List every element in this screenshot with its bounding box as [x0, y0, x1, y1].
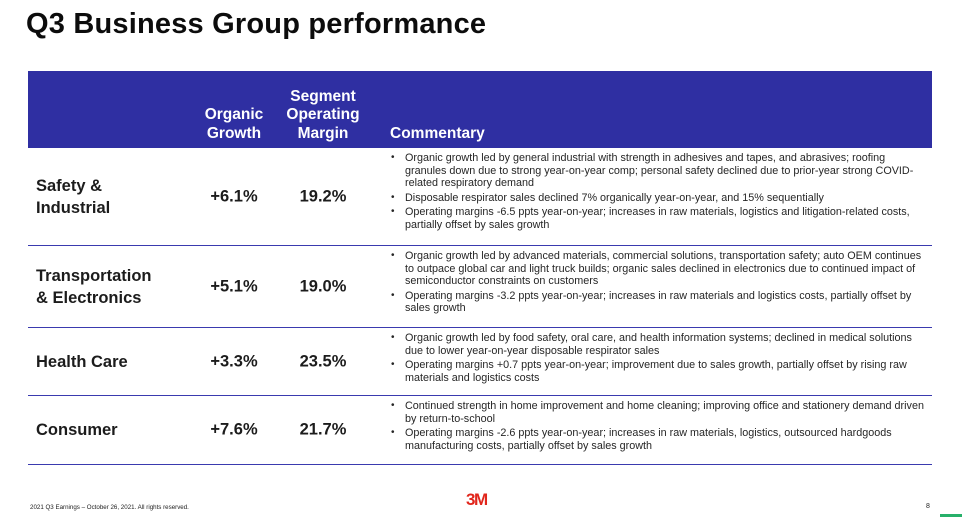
commentary-bullet: • Organic growth led by general industria…	[390, 152, 928, 190]
footer-text: 2021 Q3 Earnings – October 26, 2021. All…	[30, 504, 189, 511]
commentary-bullet: • Operating margins -6.5 ppts year-on-yea…	[390, 206, 928, 231]
commentary-bullet: • Operating margins -2.6 ppts year-on-yea…	[390, 427, 928, 452]
bullet-dot-icon: •	[391, 152, 395, 163]
header-commentary: Commentary	[390, 124, 485, 142]
segment-name: Health Care	[36, 352, 128, 371]
commentary-list: • Organic growth led by advanced material…	[390, 250, 928, 317]
organic-growth-value: +6.1%	[210, 187, 258, 205]
3m-logo: 3M	[466, 490, 488, 509]
organic-growth-value: +7.6%	[210, 420, 258, 439]
commentary-bullet: • Disposable respirator sales declined 7%…	[390, 192, 928, 205]
table-row: Transportation & Electronics +5.1% 19.0% …	[28, 246, 932, 328]
operating-margin-value: 23.5%	[299, 352, 347, 370]
bullet-dot-icon: •	[391, 427, 395, 439]
bullet-text: Disposable respirator sales declined 7% …	[405, 191, 824, 204]
bullet-text: Operating margins -6.5 ppts year-on-year…	[405, 206, 910, 231]
commentary-bullet: • Operating margins +0.7 ppts year-on-yea…	[390, 359, 928, 384]
bullet-text: Organic growth led by advanced materials…	[405, 250, 922, 288]
accent-bar	[940, 514, 962, 517]
bullet-text: Continued strength in home improvement a…	[405, 400, 924, 425]
header-segment-operating-margin: Segment Operating Margin	[286, 87, 360, 142]
performance-table: Organic Growth Segment Operating Margin Com…	[28, 71, 932, 465]
organic-growth-value: +5.1%	[210, 277, 258, 295]
table-row: Health Care +3.3% 23.5% • Organic growth …	[28, 328, 932, 396]
bullet-dot-icon: •	[391, 250, 395, 261]
table-row: Safety & Industrial +6.1% 19.2% • Organic …	[28, 148, 932, 246]
segment-name: Safety & Industrial	[36, 176, 111, 217]
commentary-bullet: • Operating margins -3.2 ppts year-on-yea…	[390, 290, 928, 315]
bullet-dot-icon: •	[391, 206, 395, 218]
commentary-bullet: • Organic growth led by food safety, oral…	[390, 332, 928, 357]
commentary-bullet: • Continued strength in home improvement …	[390, 400, 928, 425]
bullet-dot-icon: •	[391, 191, 395, 203]
bullet-text: Operating margins -3.2 ppts year-on-year…	[405, 289, 912, 315]
operating-margin-value: 19.0%	[299, 277, 347, 295]
table-header: Organic Growth Segment Operating Margin Com…	[28, 71, 932, 148]
header-organic-growth: Organic Growth	[204, 106, 264, 142]
bullet-text: Operating margins +0.7 ppts year-on-year…	[405, 359, 907, 384]
bullet-text: Organic growth led by general industrial…	[405, 152, 914, 190]
organic-growth-value: +3.3%	[210, 352, 258, 370]
page-number: 8	[926, 503, 930, 510]
bullet-text: Organic growth led by food safety, oral …	[405, 332, 912, 357]
commentary-list: • Organic growth led by general industria…	[390, 152, 928, 234]
operating-margin-value: 21.7%	[299, 420, 347, 439]
commentary-list: • Continued strength in home improvement …	[390, 400, 928, 454]
operating-margin-value: 19.2%	[299, 187, 347, 205]
segment-name: Transportation & Electronics	[36, 266, 152, 307]
table-row: Consumer +7.6% 21.7% • Continued strength…	[28, 396, 932, 465]
commentary-bullet: • Organic growth led by advanced material…	[390, 250, 928, 288]
commentary-list: • Organic growth led by food safety, oral…	[390, 332, 928, 386]
bullet-text: Operating margins -2.6 ppts year-on-year…	[405, 427, 892, 452]
page-title: Q3 Business Group performance	[26, 8, 487, 40]
bullet-dot-icon: •	[391, 332, 395, 343]
bullet-dot-icon: •	[391, 400, 395, 411]
bullet-dot-icon: •	[391, 289, 395, 301]
bullet-dot-icon: •	[391, 359, 395, 371]
segment-name: Consumer	[36, 421, 118, 439]
